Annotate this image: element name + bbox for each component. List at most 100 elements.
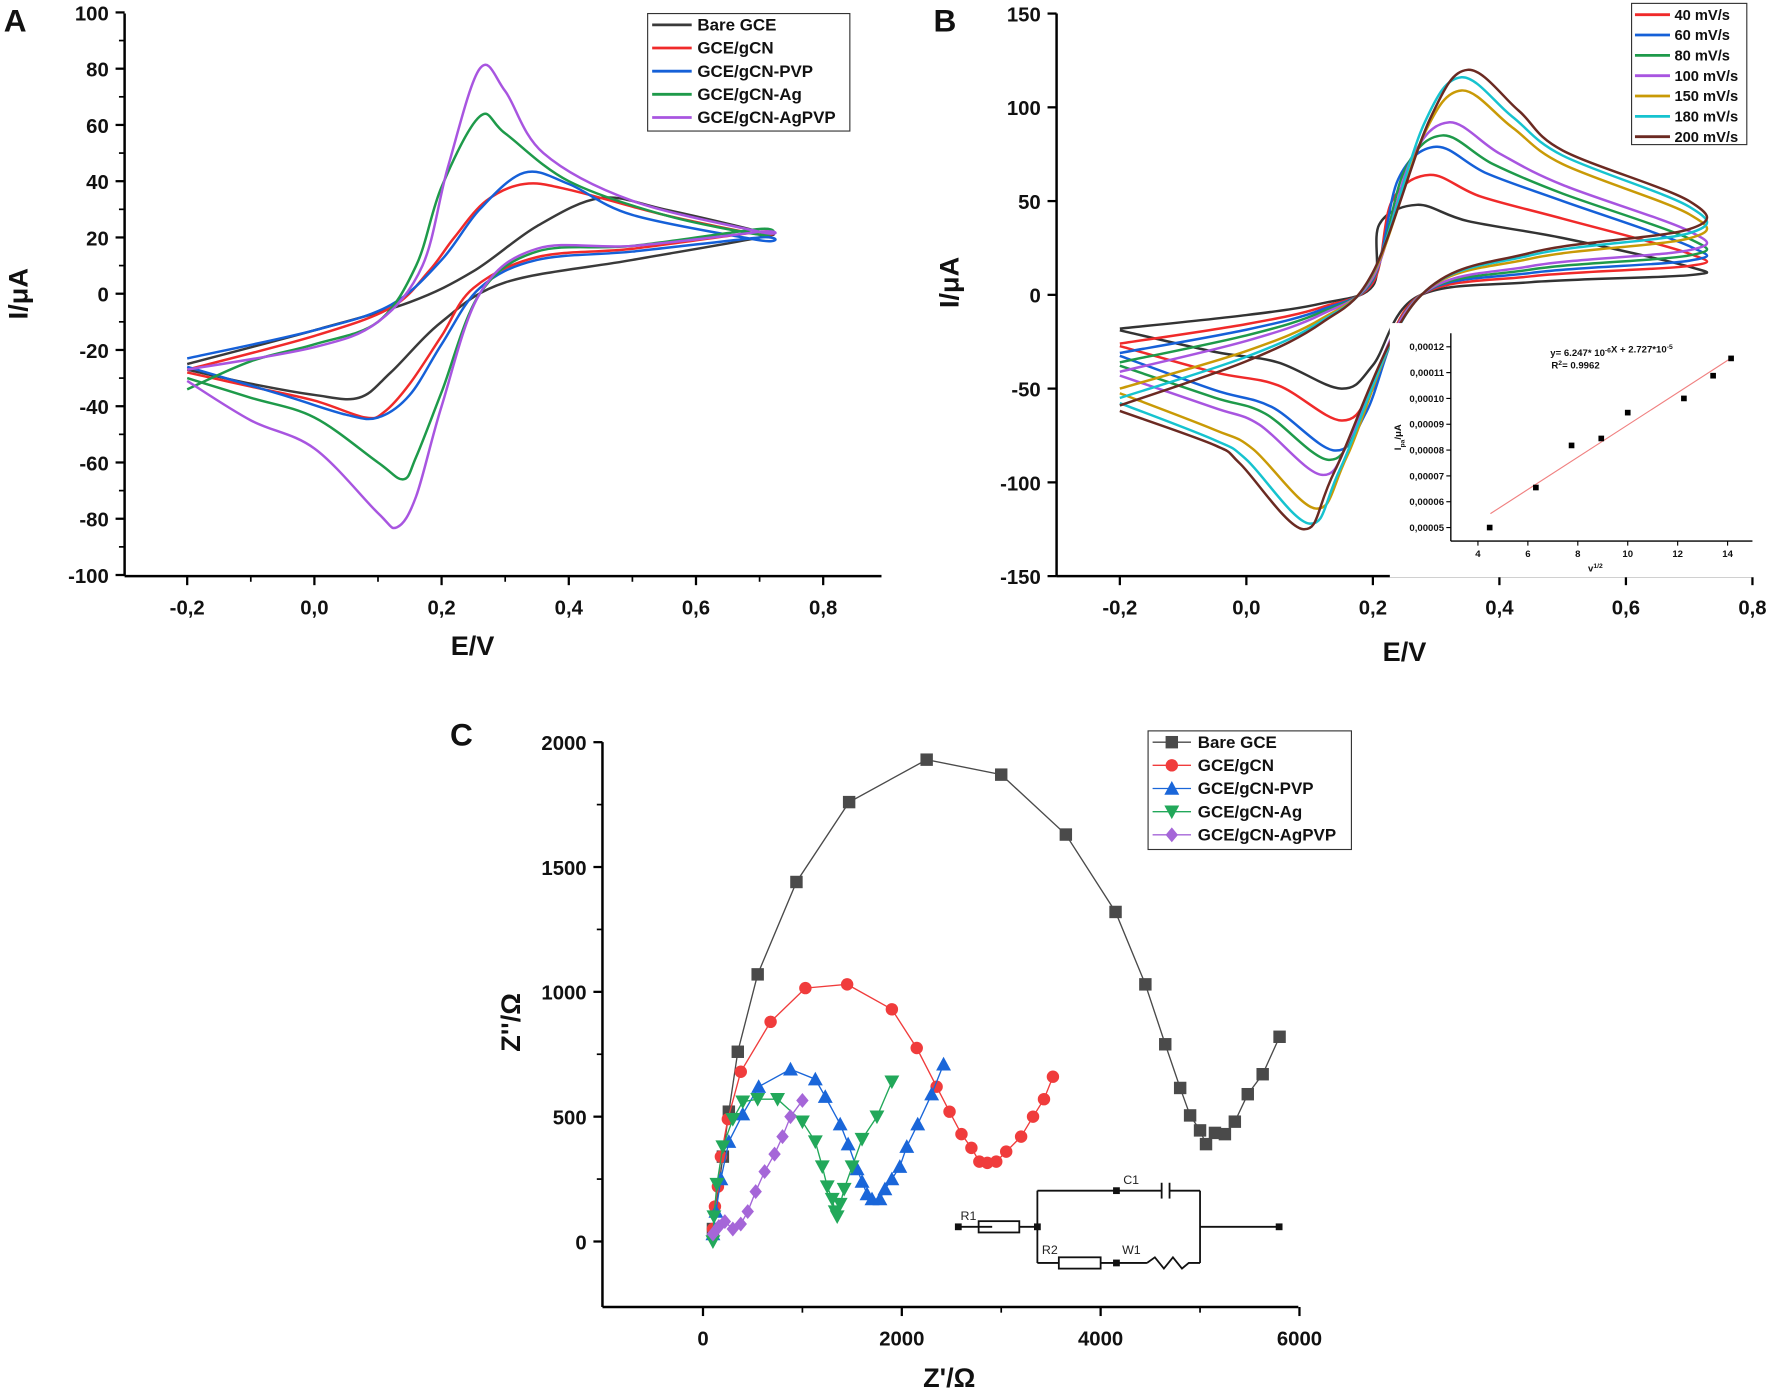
- panel-label: B: [933, 3, 956, 39]
- y-tick-label: 0: [1029, 286, 1040, 308]
- data-point: [783, 1061, 798, 1076]
- data-point: [999, 1145, 1013, 1158]
- legend-entry: GCE/gCN-PVP: [1198, 779, 1314, 798]
- data-point: [842, 795, 856, 809]
- x-tick-label: 0,2: [427, 598, 455, 620]
- y-axis-label: Z''/Ω: [495, 993, 526, 1052]
- inset-linear-fit-chart: 4 6 8 10 12 14 0,00005 0,00006 0,00007 0,00008 0,0…: [1389, 323, 1757, 578]
- inset-x-tick-label: 14: [1722, 549, 1733, 560]
- panel-b-scan-rate-chart: -0,2 0,0 0,2 0,4 0,6 0,8 -150 -100 -50 0 50 100 150 B…: [933, 3, 1766, 667]
- panel-c-nyquist-chart: 0 2000 4000 6000 0 500 1000 1500 2000 C Z'/Ω Z''/Ω B…: [450, 717, 1352, 1393]
- x-axis-label: E/V: [451, 630, 495, 661]
- data-point: [1273, 1030, 1286, 1043]
- y-tick-label: -40: [79, 397, 108, 419]
- y-tick-label: 100: [1007, 98, 1041, 120]
- data-point: [768, 1146, 781, 1162]
- data-point: [731, 1045, 745, 1058]
- y-tick-label: 20: [86, 228, 109, 250]
- panel-label: A: [4, 3, 27, 39]
- data-point: [709, 1177, 725, 1192]
- inset-x-tick-label: 6: [1525, 549, 1530, 560]
- data-point: [995, 768, 1008, 781]
- inset-y-tick-label: 0,00007: [1409, 471, 1444, 482]
- data-point: [854, 1174, 870, 1188]
- data-point: [725, 1112, 741, 1127]
- x-tick-label: 0,8: [1738, 598, 1766, 620]
- y-tick-label: 1500: [541, 858, 586, 880]
- data-point: [706, 1226, 720, 1242]
- x-tick-label: 0,0: [300, 598, 328, 620]
- inset-data-point: [1568, 442, 1575, 449]
- inset-data-point: [1624, 409, 1631, 416]
- x-tick-label: 0,8: [809, 598, 837, 620]
- data-point: [924, 1086, 940, 1101]
- inset-x-tick-label: 12: [1672, 549, 1683, 560]
- y-tick-label: -100: [68, 566, 109, 588]
- data-point: [936, 1056, 952, 1071]
- y-tick-label: 100: [75, 3, 109, 25]
- data-point: [796, 1092, 809, 1108]
- data-point: [751, 1079, 767, 1093]
- inset-data-point: [1681, 395, 1687, 402]
- data-point: [955, 1127, 968, 1141]
- inset-y-axis-label: Ipa/μA: [1393, 424, 1406, 450]
- data-point: [750, 1092, 766, 1107]
- legend-entry: Bare GCE: [1198, 733, 1277, 752]
- cv-curve-scan-rate-7: [1119, 68, 1709, 531]
- legend-entry: 150 mV/s: [1675, 89, 1739, 105]
- y-tick-label: 0: [575, 1232, 586, 1254]
- x-tick-label: 0,6: [1612, 598, 1640, 620]
- data-point: [829, 1210, 845, 1224]
- legend-entry: GCE/gCN-AgPVP: [697, 108, 835, 127]
- circuit-node: [1275, 1223, 1283, 1231]
- data-point: [1014, 1130, 1028, 1143]
- data-point: [832, 1197, 848, 1212]
- inset-y-tick-label: 0,00006: [1409, 497, 1444, 508]
- inset-data-point: [1486, 524, 1493, 531]
- data-point: [884, 1171, 900, 1186]
- inset-x-tick-label: 10: [1622, 549, 1633, 560]
- data-point: [872, 1191, 888, 1206]
- inset-data-point: [1533, 484, 1539, 491]
- data-point: [758, 1164, 771, 1180]
- data-point: [1241, 1087, 1254, 1101]
- legend-entry: GCE/gCN-Ag: [697, 85, 801, 104]
- data-point: [869, 1110, 885, 1125]
- data-point: [814, 1160, 830, 1175]
- data-point: [770, 1092, 786, 1107]
- inset-y-tick-label: 0,00008: [1409, 445, 1444, 456]
- cv-curve-4: [186, 112, 775, 481]
- x-tick-label: 0,4: [555, 598, 584, 620]
- x-tick-label: 0,0: [1232, 598, 1260, 620]
- data-point: [885, 1003, 899, 1016]
- circuit-node: [1033, 1223, 1041, 1231]
- y-tick-label: 60: [86, 116, 109, 138]
- inset-y-tick-label: 0,00012: [1409, 342, 1444, 353]
- inset-data-point: [1710, 372, 1716, 379]
- data-point: [1218, 1127, 1232, 1141]
- data-point: [824, 1192, 840, 1207]
- data-point: [819, 1180, 835, 1195]
- series-3: [705, 1056, 952, 1241]
- legend-entry: GCE/gCN-PVP: [697, 62, 813, 81]
- x-tick-label: -0,2: [170, 598, 205, 620]
- data-point: [734, 1065, 747, 1078]
- legend-entry: GCE/gCN-Ag: [1198, 802, 1302, 821]
- legend-entry: 80 mV/s: [1675, 48, 1730, 64]
- series-2: [706, 978, 1060, 1236]
- inset-y-tick-label: 0,00011: [1410, 368, 1445, 379]
- data-point: [807, 1135, 823, 1150]
- data-point: [899, 1139, 915, 1153]
- inset-x-axis-label: v1/2: [1588, 563, 1603, 574]
- inset-y-tick-label: 0,00005: [1409, 523, 1444, 534]
- data-point: [735, 1106, 751, 1121]
- data-point: [1109, 905, 1122, 919]
- legend-entry: Bare GCE: [697, 16, 776, 35]
- data-point: [1059, 828, 1073, 841]
- data-point: [705, 1235, 721, 1249]
- y-axis-label: I/μA: [2, 268, 33, 319]
- y-tick-label: 2000: [541, 733, 586, 755]
- legend-entry: 40 mV/s: [1675, 8, 1730, 24]
- y-tick-label: -150: [1000, 567, 1041, 589]
- circuit-label-w1: W1: [1122, 1243, 1141, 1257]
